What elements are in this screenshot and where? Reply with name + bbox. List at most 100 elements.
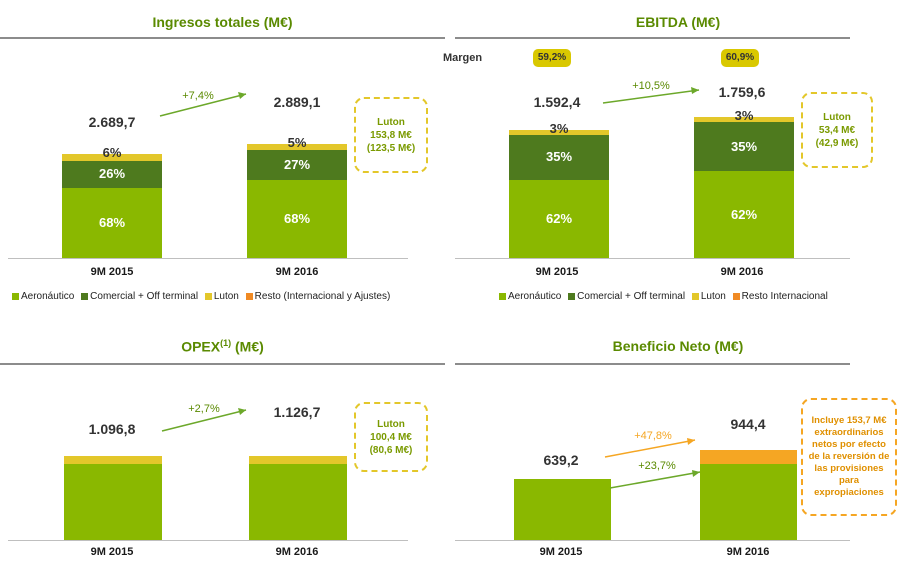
x-tick-label: 9M 2015 [90,546,134,558]
legend-item: Resto (Internacional y Ajustes) [254,291,391,302]
legend-swatch-comercial [568,293,576,300]
panel-ingresos: Ingresos totales (M€) 68% 26% 6% 68% 27% 5% 9… [0,0,445,310]
bar-segment-luton [509,130,609,136]
luton-note: Luton 53,4 M€ (42,9 M€) [801,92,873,168]
x-tick-label: 9M 2016 [720,266,764,278]
segment-label: 68% [283,211,311,227]
x-axis [8,258,408,259]
segment-label: 35% [545,149,573,165]
x-tick-label: 9M 2016 [726,546,770,558]
total-label: 2.689,7 [88,114,136,130]
bar-segment-aeronautico: 62% [694,171,794,258]
chart-title: Ingresos totales (M€) [152,14,293,30]
note-line: (80,6 M€) [369,444,413,456]
legend-item: Luton [213,291,239,302]
bar-segment-luton [64,456,162,465]
segment-label: 68% [98,214,126,230]
title-rule [455,37,850,39]
margin-badge: 60,9% [721,49,759,67]
x-tick-label: 9M 2015 [535,266,579,278]
x-axis [455,258,850,259]
bar-segment-luton [247,143,347,150]
legend-swatch-luton [691,293,699,300]
title-rule [0,363,445,365]
bar-segment-base [249,463,347,540]
legend-item: Luton [700,291,726,302]
legend-item: Resto Internacional [741,291,828,302]
growth-label: +10,5% [632,80,670,92]
note-line: expropiaciones [814,487,884,498]
note-line: (42,9 M€) [815,137,859,149]
legend-item: Comercial + Off terminal [577,291,686,302]
note-line: de la reversión de [808,451,890,462]
note-line: para [838,475,860,486]
legend: Aeronáutico Comercial + Off terminal Lut… [499,291,832,302]
note-line: netos por efecto [812,439,886,450]
x-tick-label: 9M 2016 [275,546,319,558]
note-line: 53,4 M€ [818,124,856,136]
note-line: 153,8 M€ [370,129,412,141]
note-line: Luton [377,418,405,430]
title-unit: (M€) [231,338,264,355]
bar-segment-comercial: 27% [247,149,347,181]
legend-swatch-resto [245,293,253,300]
x-axis [455,540,850,541]
growth-arrows [604,438,701,489]
title-footnote: (1) [220,338,232,348]
luton-note: Luton 153,8 M€ (123,5 M€) [354,97,428,173]
note-line: Luton [823,111,851,123]
bar-segment-aeronautico: 62% [509,179,609,258]
note-line: las provisiones [814,463,884,474]
total-label: 2.889,1 [273,94,321,110]
bar-segment-base [64,464,162,540]
chart-title: Beneficio Neto (M€) [612,338,744,354]
total-label: 1.096,8 [88,421,136,437]
bar-segment-extraordinary [700,449,797,465]
growth-label: +23,7% [638,460,676,472]
total-label: 1.126,7 [273,404,321,420]
note-line: Incluye 153,7 M€ [811,415,887,426]
margin-badge: 59,2% [533,49,571,67]
legend-swatch-aeronautico [499,293,506,300]
bar-segment-comercial: 35% [694,122,794,172]
panel-opex: OPEX(1) (M€) 9M 2015 9M 2016 1.096,8 1.1… [0,330,445,566]
growth-label-extra: +47,8% [634,430,672,442]
legend: Aeronáutico Comercial + Off terminal Lut… [12,291,394,302]
margin-label: Margen [443,52,483,64]
segment-label: 27% [283,156,311,172]
legend-item: Aeronáutico [21,291,75,302]
note-line: 100,4 M€ [370,431,412,443]
x-tick-label: 9M 2015 [539,546,583,558]
segment-label: 62% [545,210,573,226]
growth-arrow [161,408,247,432]
segment-label: 62% [730,206,758,222]
panel-beneficio: Beneficio Neto (M€) 9M 2015 9M 2016 639,… [455,330,901,566]
bar-segment-comercial: 35% [509,135,609,180]
growth-label: +2,7% [188,403,220,415]
bar-segment-aeronautico: 68% [247,180,347,258]
title-main: OPEX [181,338,221,355]
segment-label: 35% [730,138,758,154]
x-tick-label: 9M 2015 [90,266,134,278]
bar-segment-aeronautico: 68% [62,187,162,258]
legend-swatch-resto [732,293,740,300]
total-label: 639,2 [543,452,579,468]
x-tick-label: 9M 2016 [275,266,319,278]
segment-label: 6% [102,145,122,161]
bar-segment-luton [249,455,347,464]
segment-label: 3% [549,121,569,137]
legend-item: Comercial + Off terminal [90,291,199,302]
bar-segment-base [514,478,611,540]
title-rule [455,363,850,365]
growth-label: +7,4% [182,90,214,102]
legend-item: Aeronáutico [508,291,562,302]
title-rule [0,37,445,39]
legend-swatch-comercial [81,293,89,300]
segment-label: 3% [734,108,754,124]
segment-label: 26% [98,166,126,182]
total-label: 1.592,4 [533,94,581,110]
bar-segment-luton [62,154,162,161]
note-line: extraordinarios [814,427,884,438]
panel-ebitda: EBITDA (M€) Margen 59,2% 60,9% 62% 35% 3% 6… [443,0,901,310]
legend-swatch-luton [204,293,212,300]
